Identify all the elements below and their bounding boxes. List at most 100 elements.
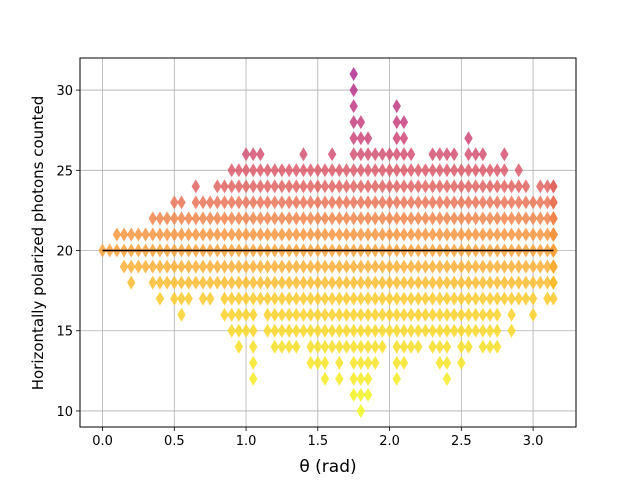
data-point (241, 323, 251, 338)
data-point (327, 259, 337, 274)
data-point (371, 195, 380, 210)
data-point (356, 403, 366, 418)
data-point (399, 339, 409, 354)
data-point (249, 355, 258, 370)
plot-frame (79, 57, 577, 428)
data-point (342, 179, 351, 194)
data-point (399, 131, 409, 146)
data-point (543, 211, 552, 226)
data-point (270, 291, 279, 306)
data-point (284, 323, 294, 338)
data-point (234, 163, 244, 178)
data-point (220, 211, 229, 226)
data-point (349, 131, 358, 146)
data-point (500, 163, 509, 178)
data-point (485, 179, 495, 194)
data-point (536, 179, 545, 194)
data-point (392, 131, 401, 146)
data-point (335, 275, 344, 290)
data-point (177, 291, 186, 306)
data-point (284, 275, 294, 290)
data-point (356, 355, 366, 370)
data-point (428, 147, 437, 162)
data-point (342, 275, 351, 290)
data-point (457, 323, 466, 338)
data-point (335, 371, 344, 386)
data-point (177, 275, 186, 290)
data-point (263, 291, 272, 306)
data-point (313, 163, 323, 178)
data-point (471, 163, 480, 178)
data-point (320, 307, 330, 322)
data-point (414, 307, 423, 322)
data-point (392, 275, 401, 290)
data-point (249, 291, 258, 306)
data-point (549, 195, 558, 210)
data-point (270, 227, 279, 242)
data-point (327, 323, 337, 338)
data-point (449, 211, 459, 226)
data-point (421, 211, 430, 226)
data-point (327, 291, 337, 306)
data-point (478, 259, 488, 274)
data-point (349, 163, 358, 178)
y-tick-label: 10 (56, 405, 73, 420)
data-point (464, 131, 473, 146)
data-point (227, 195, 236, 210)
data-point (249, 323, 258, 338)
data-point (313, 275, 323, 290)
data-point (449, 307, 459, 322)
data-point (306, 179, 315, 194)
data-point (471, 291, 480, 306)
data-point (119, 227, 129, 242)
data-point (464, 307, 473, 322)
data-point (284, 179, 294, 194)
data-point (335, 339, 344, 354)
data-point (485, 195, 495, 210)
data-point (363, 163, 373, 178)
data-point (141, 227, 150, 242)
data-point (249, 227, 258, 242)
data-point (263, 227, 272, 242)
data-point (313, 291, 323, 306)
data-point (457, 275, 466, 290)
data-point (543, 227, 552, 242)
data-point (421, 323, 430, 338)
data-point (356, 131, 366, 146)
data-point (277, 227, 287, 242)
data-point (198, 291, 208, 306)
data-point (442, 323, 452, 338)
data-point (457, 339, 466, 354)
data-point (414, 227, 423, 242)
data-point (249, 163, 258, 178)
data-point (356, 227, 366, 242)
data-point (162, 211, 172, 226)
data-point (227, 163, 236, 178)
data-point (457, 195, 466, 210)
data-point (227, 275, 236, 290)
data-point (363, 195, 373, 210)
data-point (349, 227, 358, 242)
data-point (449, 227, 459, 242)
data-point (442, 259, 452, 274)
data-point (478, 275, 488, 290)
data-point (356, 371, 366, 386)
data-point (493, 275, 502, 290)
data-point (378, 227, 387, 242)
data-point (220, 259, 229, 274)
data-point (227, 323, 236, 338)
data-point (500, 227, 509, 242)
data-point (170, 227, 179, 242)
data-point (514, 291, 523, 306)
data-point (299, 323, 308, 338)
data-point (378, 339, 387, 354)
data-point (392, 323, 401, 338)
data-point (485, 259, 495, 274)
data-point (435, 291, 445, 306)
data-point (220, 227, 229, 242)
data-point (507, 259, 516, 274)
data-point (205, 195, 215, 210)
data-point (442, 339, 452, 354)
data-point (514, 211, 523, 226)
data-point (349, 323, 358, 338)
